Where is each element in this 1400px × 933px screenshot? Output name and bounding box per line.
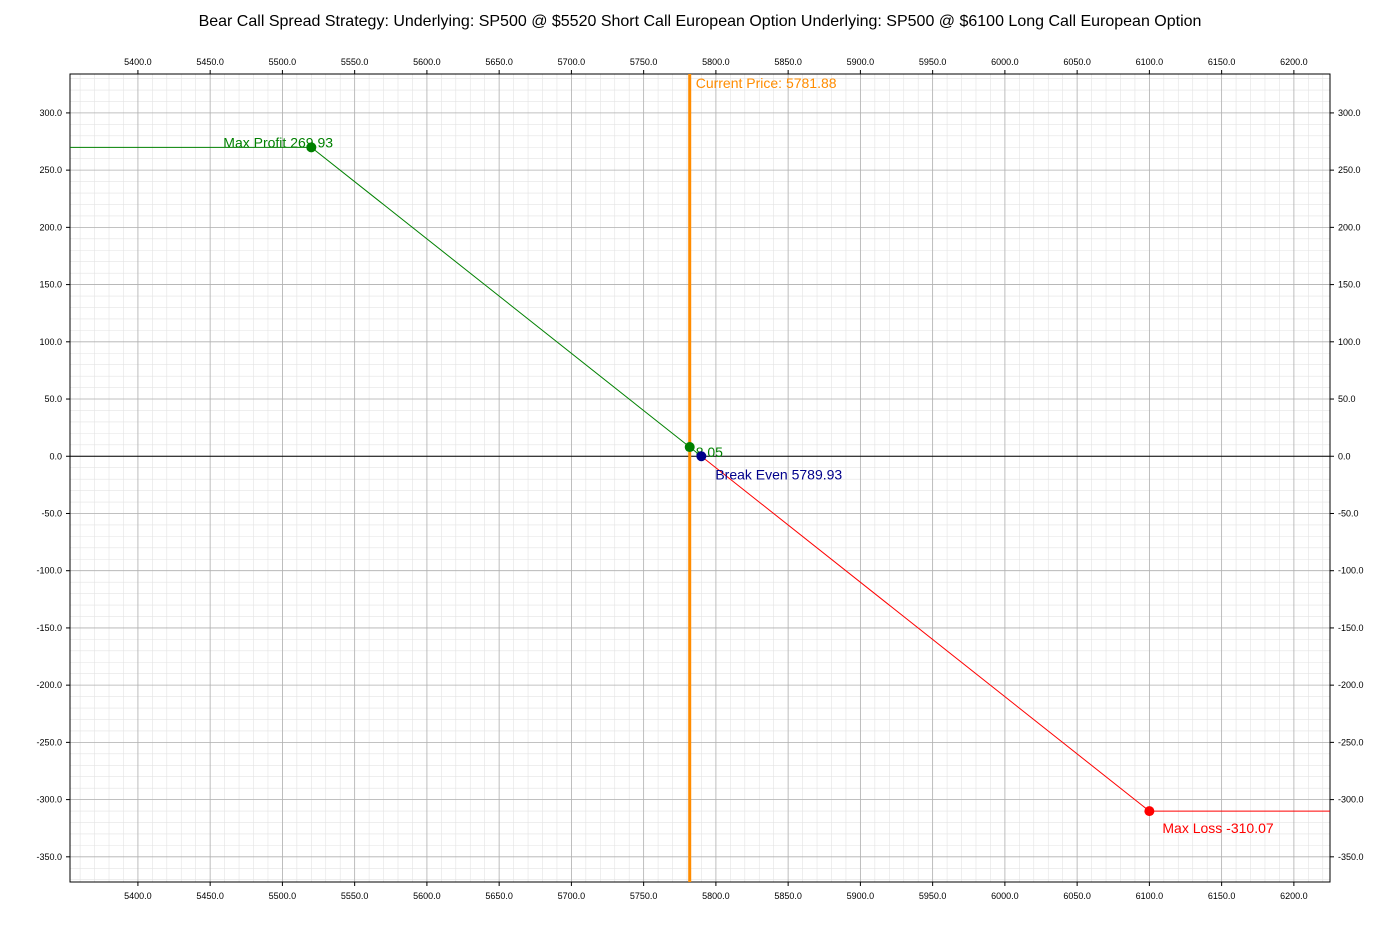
- y-tick-label-left: -100.0: [36, 566, 62, 576]
- y-tick-label-left: -50.0: [41, 508, 62, 518]
- x-tick-label-top: 5550.0: [341, 57, 369, 67]
- x-tick-label-bottom: 5600.0: [413, 891, 441, 901]
- x-tick-label-top: 6200.0: [1280, 57, 1308, 67]
- y-tick-label-left: -350.0: [36, 852, 62, 862]
- y-tick-label-right: 50.0: [1338, 394, 1356, 404]
- y-tick-label-right: -250.0: [1338, 737, 1364, 747]
- y-tick-label-right: -300.0: [1338, 795, 1364, 805]
- x-tick-label-top: 5500.0: [269, 57, 297, 67]
- x-tick-label-top: 5850.0: [774, 57, 802, 67]
- x-tick-label-top: 5950.0: [919, 57, 947, 67]
- y-tick-label-left: -200.0: [36, 680, 62, 690]
- y-tick-label-left: 0.0: [49, 451, 62, 461]
- x-tick-label-bottom: 5800.0: [702, 891, 730, 901]
- x-tick-label-bottom: 5500.0: [269, 891, 297, 901]
- x-tick-label-top: 6150.0: [1208, 57, 1236, 67]
- max-profit-marker: [306, 142, 317, 153]
- break-even-label: Break Even 5789.93: [715, 466, 842, 482]
- y-tick-label-right: -350.0: [1338, 852, 1364, 862]
- loss-line: [701, 455, 1330, 812]
- profit-line: [70, 146, 702, 457]
- x-tick-label-top: 5900.0: [847, 57, 875, 67]
- y-tick-label-right: 300.0: [1338, 108, 1361, 118]
- x-tick-label-bottom: 5450.0: [196, 891, 224, 901]
- x-tick-label-bottom: 5700.0: [558, 891, 586, 901]
- y-tick-label-left: -250.0: [36, 737, 62, 747]
- x-tick-label-top: 5750.0: [630, 57, 658, 67]
- y-tick-label-right: -200.0: [1338, 680, 1364, 690]
- y-tick-label-left: 300.0: [39, 108, 62, 118]
- x-tick-label-bottom: 6050.0: [1063, 891, 1091, 901]
- x-tick-label-top: 5800.0: [702, 57, 730, 67]
- y-tick-label-right: 150.0: [1338, 280, 1361, 290]
- x-tick-label-bottom: 6100.0: [1136, 891, 1164, 901]
- y-tick-label-right: 100.0: [1338, 337, 1361, 347]
- y-tick-label-right: -50.0: [1338, 508, 1359, 518]
- plot-frame: [69, 73, 1331, 883]
- chart-title: Bear Call Spread Strategy: Underlying: S…: [198, 13, 1202, 30]
- x-tick-label-bottom: 5850.0: [774, 891, 802, 901]
- x-tick-label-bottom: 6150.0: [1208, 891, 1236, 901]
- y-tick-label-right: 0.0: [1338, 451, 1351, 461]
- x-tick-label-top: 6050.0: [1063, 57, 1091, 67]
- break-even-marker: [696, 451, 707, 462]
- y-tick-label-left: 250.0: [39, 165, 62, 175]
- y-tick-label-right: 200.0: [1338, 222, 1361, 232]
- current-pnl-marker: [684, 442, 695, 453]
- max-loss-label: Max Loss -310.07: [1162, 820, 1273, 836]
- y-tick-label-left: 200.0: [39, 222, 62, 232]
- x-tick-label-bottom: 5750.0: [630, 891, 658, 901]
- x-tick-label-bottom: 5950.0: [919, 891, 947, 901]
- max-profit-label: Max Profit 269.93: [223, 134, 333, 150]
- y-tick-label-left: 100.0: [39, 337, 62, 347]
- x-tick-label-bottom: 5400.0: [124, 891, 152, 901]
- y-tick-label-right: -100.0: [1338, 566, 1364, 576]
- x-tick-label-bottom: 5900.0: [847, 891, 875, 901]
- y-tick-label-left: -300.0: [36, 795, 62, 805]
- x-tick-label-top: 5700.0: [558, 57, 586, 67]
- x-tick-label-bottom: 5650.0: [485, 891, 513, 901]
- y-tick-label-left: 50.0: [44, 394, 62, 404]
- max-loss-marker: [1144, 806, 1155, 817]
- x-tick-label-top: 5600.0: [413, 57, 441, 67]
- current-price-label: Current Price: 5781.88: [696, 75, 837, 91]
- x-tick-label-bottom: 5550.0: [341, 891, 369, 901]
- x-tick-label-top: 5400.0: [124, 57, 152, 67]
- x-tick-label-bottom: 6000.0: [991, 891, 1019, 901]
- x-tick-label-top: 6100.0: [1136, 57, 1164, 67]
- y-tick-label-left: 150.0: [39, 280, 62, 290]
- y-tick-label-left: -150.0: [36, 623, 62, 633]
- y-tick-label-right: 250.0: [1338, 165, 1361, 175]
- y-tick-label-right: -150.0: [1338, 623, 1364, 633]
- x-tick-label-top: 6000.0: [991, 57, 1019, 67]
- x-tick-label-bottom: 6200.0: [1280, 891, 1308, 901]
- x-tick-label-top: 5650.0: [485, 57, 513, 67]
- x-tick-label-top: 5450.0: [196, 57, 224, 67]
